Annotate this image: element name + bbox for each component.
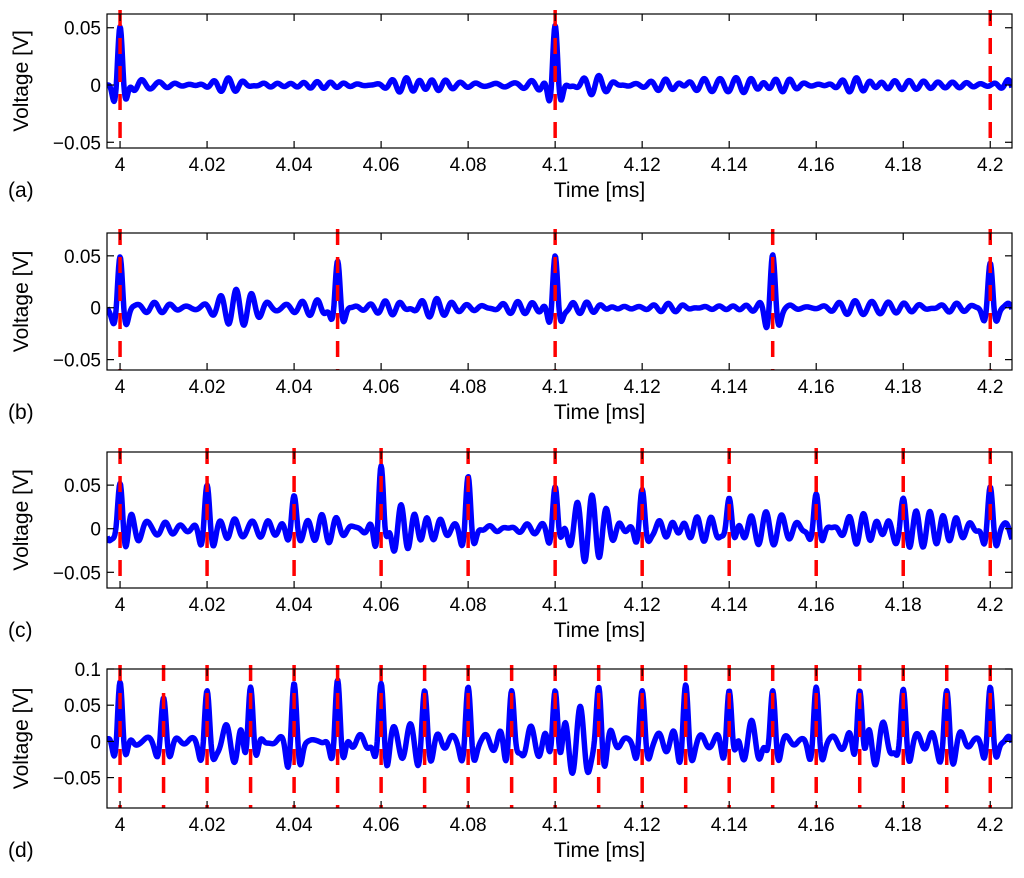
x-tick-label: 4.14 [711, 155, 748, 176]
voltage-trace [107, 677, 1012, 777]
x-tick-label: 4 [115, 377, 126, 398]
x-tick-label: 4.06 [363, 815, 400, 836]
voltage-trace [107, 252, 1012, 331]
x-tick-label: 4.1 [542, 377, 568, 398]
x-tick-label: 4.04 [276, 595, 313, 616]
x-tick-label: 4.08 [450, 155, 487, 176]
y-tick-label: 0.05 [64, 476, 101, 497]
x-tick-label: 4.18 [885, 377, 922, 398]
y-tick-label: 0 [90, 76, 101, 97]
x-tick-label: 4.14 [711, 377, 748, 398]
x-axis-title: Time [ms] [554, 401, 645, 424]
axes-box [106, 232, 1013, 371]
x-axis-title: Time [ms] [554, 839, 645, 862]
x-tick-label: 4 [115, 155, 126, 176]
axes-box [106, 451, 1013, 589]
panel-label: (d) [8, 839, 34, 862]
x-tick-label: 4.06 [363, 595, 400, 616]
x-tick-label: 4.12 [624, 377, 661, 398]
y-tick-label: 0.05 [64, 696, 101, 717]
panel-label: (b) [8, 401, 34, 424]
panel-b: 4 4.02 4.04 4.06 4.08 4.1 4.12 4.14 4.16 4.18 4.2 −… [8, 229, 1013, 424]
x-tick-label: 4.18 [885, 595, 922, 616]
x-tick-label: 4.16 [798, 595, 835, 616]
x-tick-label: 4.02 [189, 815, 226, 836]
x-tick-label: 4.16 [798, 815, 835, 836]
x-tick-label: 4.2 [977, 815, 1003, 836]
x-tick-label: 4.2 [977, 155, 1003, 176]
x-tick-label: 4.04 [276, 155, 313, 176]
panel-label: (c) [8, 619, 33, 642]
x-tick-label: 4.06 [363, 155, 400, 176]
y-axis-title: Voltage [V] [10, 30, 33, 132]
voltage-trace [107, 22, 1012, 105]
y-axis-title: Voltage [V] [10, 688, 33, 790]
y-tick-label: −0.05 [53, 133, 101, 154]
axes-box [106, 668, 1013, 809]
x-tick-label: 4.1 [542, 595, 568, 616]
x-tick-label: 4.2 [977, 377, 1003, 398]
x-tick-label: 4.04 [276, 377, 313, 398]
panel-label: (a) [8, 179, 34, 202]
panel-c: 4 4.02 4.04 4.06 4.08 4.1 4.12 4.14 4.16 4.18 4.2 −… [8, 448, 1013, 642]
x-tick-label: 4.18 [885, 155, 922, 176]
x-tick-label: 4.12 [624, 595, 661, 616]
x-tick-label: 4.04 [276, 815, 313, 836]
y-tick-label: −0.05 [53, 769, 101, 790]
voltage-trace [107, 463, 1012, 565]
x-tick-label: 4.08 [450, 595, 487, 616]
y-tick-label: 0.05 [64, 247, 101, 268]
axes-box [106, 13, 1013, 149]
x-tick-label: 4 [115, 815, 126, 836]
x-tick-label: 4.02 [189, 155, 226, 176]
x-tick-label: 4.2 [977, 595, 1003, 616]
x-tick-label: 4.06 [363, 377, 400, 398]
x-tick-label: 4.08 [450, 377, 487, 398]
y-tick-label: −0.05 [53, 563, 101, 584]
x-tick-label: 4.14 [711, 595, 748, 616]
x-axis-title: Time [ms] [554, 619, 645, 642]
x-tick-label: 4.08 [450, 815, 487, 836]
y-axis-title: Voltage [V] [10, 469, 33, 571]
y-tick-label: 0.1 [75, 660, 101, 681]
y-tick-label: 0 [90, 299, 101, 320]
x-tick-label: 4.1 [542, 815, 568, 836]
x-tick-label: 4.16 [798, 377, 835, 398]
x-tick-label: 4.02 [189, 377, 226, 398]
panel-d: 4 4.02 4.04 4.06 4.08 4.1 4.12 4.14 4.16 4.18 4.2 −… [8, 660, 1013, 862]
panel-a: 4 4.02 4.04 4.06 4.08 4.1 4.12 4.14 4.16 4.18 4.2 −… [8, 10, 1013, 202]
x-tick-label: 4.12 [624, 155, 661, 176]
x-tick-label: 4.16 [798, 155, 835, 176]
y-tick-label: 0 [90, 520, 101, 541]
x-tick-label: 4.02 [189, 595, 226, 616]
y-tick-label: −0.05 [53, 351, 101, 372]
x-tick-label: 4 [115, 595, 126, 616]
y-tick-label: 0.05 [64, 19, 101, 40]
y-axis-title: Voltage [V] [10, 251, 33, 353]
x-tick-label: 4.14 [711, 815, 748, 836]
x-axis-title: Time [ms] [554, 179, 645, 202]
x-tick-label: 4.18 [885, 815, 922, 836]
y-tick-label: 0 [90, 732, 101, 753]
x-tick-label: 4.12 [624, 815, 661, 836]
x-tick-label: 4.1 [542, 155, 568, 176]
